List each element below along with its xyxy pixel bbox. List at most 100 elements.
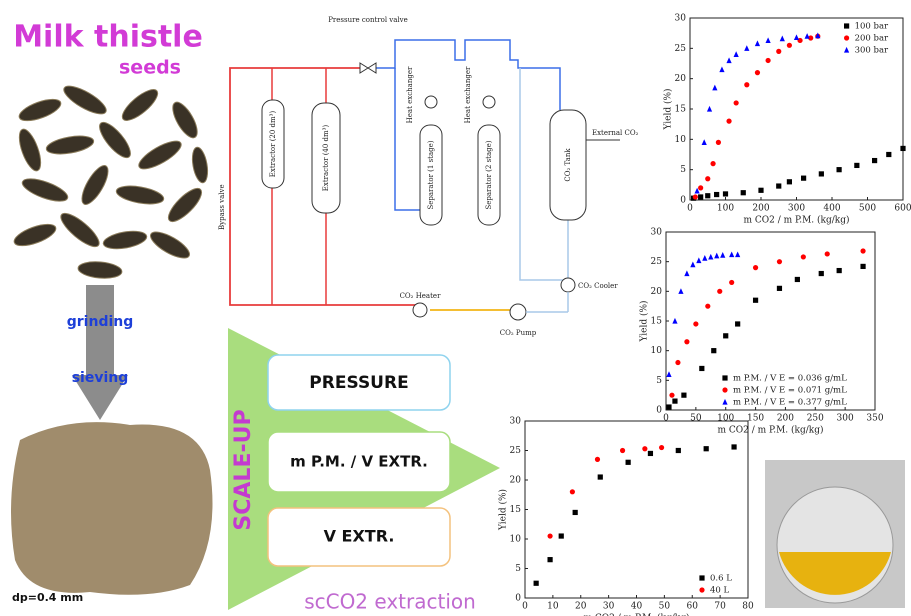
point bbox=[886, 152, 891, 157]
point bbox=[726, 119, 731, 124]
y-tick-label: 15 bbox=[651, 317, 663, 327]
x-axis-label: m CO2 / m P.M. (kg/kg) bbox=[583, 613, 689, 616]
x-tick-label: 200 bbox=[752, 204, 769, 214]
y-axis-label: Yield (%) bbox=[639, 300, 650, 342]
diagram-label: Bypass valve bbox=[218, 184, 226, 230]
point bbox=[766, 58, 771, 63]
diagram-label: Extractor (40 dm³) bbox=[322, 125, 330, 192]
step-label: grinding bbox=[67, 314, 134, 330]
x-tick-label: 60 bbox=[687, 602, 699, 612]
x-tick-label: 0 bbox=[663, 414, 669, 424]
x-tick-label: 80 bbox=[742, 602, 754, 612]
diagram-label: Pressure control valve bbox=[328, 16, 408, 24]
point bbox=[693, 321, 698, 326]
x-tick-label: 10 bbox=[547, 602, 559, 612]
point bbox=[723, 333, 728, 338]
chart: 01020304050607080051015202530m CO2 / m P… bbox=[498, 417, 754, 616]
point bbox=[854, 163, 859, 168]
legend-label: m P.M. / V E = 0.377 g/mL bbox=[733, 398, 847, 408]
step-label: sieving bbox=[72, 370, 129, 386]
point bbox=[722, 375, 727, 380]
point bbox=[642, 446, 647, 451]
point bbox=[805, 33, 810, 39]
diagram-label: Separator (2 stage) bbox=[485, 140, 493, 209]
point bbox=[712, 85, 717, 91]
diagram-label: Separator (1 stage) bbox=[427, 140, 435, 209]
y-tick-label: 30 bbox=[510, 417, 522, 427]
diagram-label: CO₂ Pump bbox=[500, 329, 537, 337]
point bbox=[872, 158, 877, 163]
diagram-label: CO₂ Tank bbox=[564, 148, 572, 182]
point bbox=[734, 51, 739, 57]
x-tick-label: 20 bbox=[575, 602, 587, 612]
y-axis-label: Yield (%) bbox=[498, 489, 509, 531]
y-tick-label: 25 bbox=[675, 44, 687, 54]
y-tick-label: 10 bbox=[675, 135, 687, 145]
legend-label: 300 bar bbox=[855, 46, 889, 56]
point bbox=[720, 252, 725, 258]
point bbox=[801, 254, 806, 259]
y-tick-label: 30 bbox=[675, 14, 687, 24]
point bbox=[676, 448, 681, 453]
point bbox=[717, 289, 722, 294]
point bbox=[900, 146, 905, 151]
point bbox=[698, 194, 703, 199]
subtitle: seeds bbox=[119, 57, 181, 79]
point bbox=[696, 257, 701, 263]
point bbox=[710, 161, 715, 166]
x-tick-label: 600 bbox=[894, 204, 911, 214]
point bbox=[777, 259, 782, 264]
x-tick-label: 0 bbox=[687, 204, 693, 214]
diagram-label: Heat exchanger bbox=[406, 66, 414, 123]
point bbox=[844, 35, 849, 40]
x-tick-label: 150 bbox=[747, 414, 764, 424]
point bbox=[819, 171, 824, 176]
point bbox=[714, 253, 719, 259]
legend-label: 200 bar bbox=[855, 34, 889, 44]
x-tick-label: 50 bbox=[659, 602, 671, 612]
legend-label: m P.M. / V E = 0.036 g/mL bbox=[733, 374, 847, 384]
y-tick-label: 20 bbox=[651, 287, 663, 297]
point bbox=[672, 399, 677, 404]
point bbox=[675, 360, 680, 365]
point bbox=[702, 255, 707, 261]
point bbox=[753, 298, 758, 303]
point bbox=[684, 339, 689, 344]
title: Milk thistle bbox=[13, 20, 203, 55]
y-tick-label: 15 bbox=[510, 505, 522, 515]
diagram-label: Extractor (20 dm³) bbox=[269, 111, 277, 178]
y-tick-label: 5 bbox=[680, 165, 686, 175]
diagram-label: CO₂ Heater bbox=[400, 292, 442, 300]
point bbox=[758, 188, 763, 193]
y-tick-label: 5 bbox=[515, 564, 521, 574]
point bbox=[705, 193, 710, 198]
chart: 050100150200250300350051015202530m CO2 /… bbox=[639, 228, 884, 436]
parameter: PRESSURE bbox=[309, 373, 408, 393]
point bbox=[729, 280, 734, 285]
y-tick-label: 20 bbox=[675, 74, 687, 84]
point bbox=[722, 387, 727, 392]
point bbox=[693, 194, 698, 199]
point bbox=[666, 371, 671, 377]
x-tick-label: 100 bbox=[717, 204, 734, 214]
point bbox=[626, 460, 631, 465]
diagram-label: CO₂ Cooler bbox=[578, 282, 618, 290]
x-tick-label: 250 bbox=[807, 414, 824, 424]
x-tick-label: 500 bbox=[859, 204, 876, 214]
point bbox=[681, 393, 686, 398]
point bbox=[780, 36, 785, 42]
y-tick-label: 30 bbox=[651, 228, 663, 238]
flask-image bbox=[765, 460, 905, 608]
point bbox=[744, 45, 749, 51]
point bbox=[766, 37, 771, 43]
point bbox=[776, 183, 781, 188]
powder-image bbox=[11, 422, 213, 595]
y-tick-label: 20 bbox=[510, 476, 522, 486]
point bbox=[666, 404, 671, 409]
point bbox=[726, 57, 731, 63]
y-tick-label: 25 bbox=[651, 257, 663, 267]
point bbox=[755, 40, 760, 46]
point bbox=[819, 271, 824, 276]
point bbox=[729, 251, 734, 257]
